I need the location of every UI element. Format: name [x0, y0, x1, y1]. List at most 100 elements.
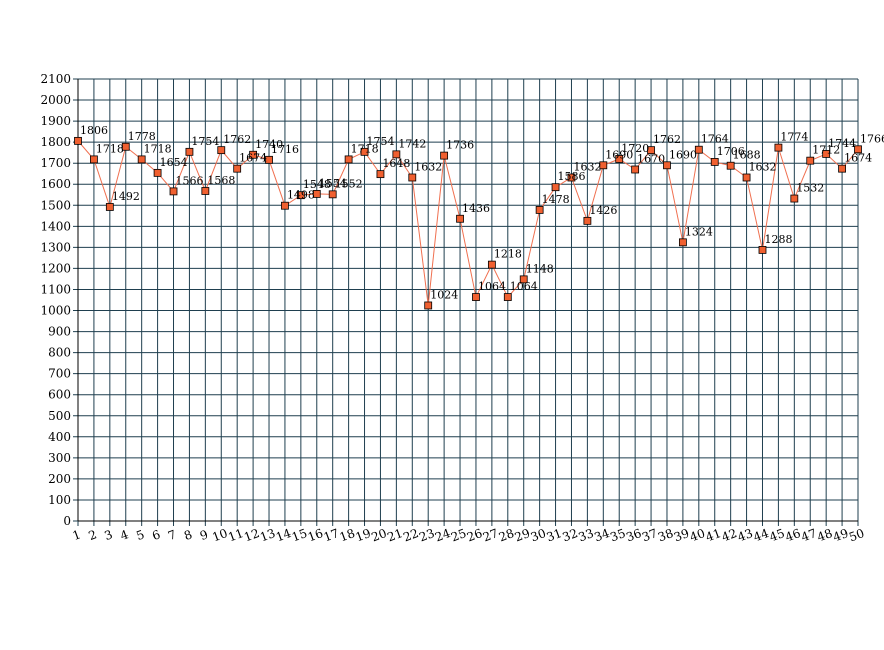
x-tick-label: 1	[71, 527, 83, 543]
data-point	[647, 146, 655, 155]
data-point	[663, 161, 671, 170]
data-point	[631, 165, 640, 174]
data-point	[790, 194, 799, 203]
data-point	[249, 150, 258, 159]
x-tick-label: 38	[656, 526, 675, 544]
x-tick-label: 43	[736, 526, 755, 544]
data-point	[678, 238, 687, 247]
data-point	[710, 158, 719, 166]
x-tick-label: 32	[561, 526, 580, 544]
data-label: 1742	[398, 137, 426, 150]
data-label: 1806	[80, 124, 108, 137]
x-tick-label: 4	[118, 527, 130, 543]
data-label: 1492	[112, 190, 140, 203]
x-tick-label: 25	[449, 526, 468, 544]
x-tick-label: 21	[385, 526, 404, 544]
data-point	[121, 142, 130, 151]
y-tick-label: 2100	[40, 72, 71, 86]
x-tick-label: 23	[417, 526, 436, 544]
x-tick-label: 29	[513, 526, 532, 544]
x-tick-label: 50	[847, 526, 866, 544]
data-label: 1706	[717, 145, 745, 158]
x-tick-label: 14	[274, 526, 293, 545]
data-point	[742, 173, 751, 182]
data-label: 1532	[796, 182, 824, 195]
data-point	[838, 164, 846, 173]
y-tick-label: 1900	[40, 114, 71, 128]
data-label: 1632	[573, 161, 601, 174]
x-tick-label: 40	[688, 526, 707, 544]
y-tick-label: 1100	[40, 282, 71, 296]
data-point	[344, 155, 353, 164]
x-tick-label: 8	[182, 527, 194, 543]
data-label: 1548	[303, 178, 331, 191]
data-label: 1674	[239, 152, 267, 165]
x-tick-label: 24	[433, 526, 452, 545]
data-point	[615, 155, 624, 163]
data-label: 1690	[605, 148, 633, 161]
y-tick-label: 1400	[40, 219, 71, 233]
y-tick-label: 600	[48, 388, 71, 402]
x-tick-label: 47	[799, 526, 818, 544]
x-tick-label: 34	[592, 526, 611, 545]
data-point	[726, 161, 735, 170]
data-markers	[74, 136, 862, 310]
data-point	[74, 136, 82, 145]
x-tick-label: 22	[401, 526, 420, 544]
x-tick-label: 31	[545, 526, 564, 544]
data-label: 1754	[367, 135, 395, 148]
data-point	[487, 260, 496, 269]
data-point	[424, 301, 433, 310]
data-point	[105, 203, 114, 211]
y-tick-label: 1500	[40, 198, 71, 212]
x-tick-label: 48	[815, 526, 834, 544]
data-label: 1716	[271, 143, 299, 156]
x-tick-label: 9	[198, 527, 210, 543]
data-point	[265, 155, 273, 164]
data-label: 1736	[446, 139, 474, 152]
x-tick-label: 2	[87, 527, 99, 543]
x-tick-label: 30	[529, 526, 548, 544]
data-point	[599, 161, 608, 170]
x-tick-label: 18	[338, 526, 357, 544]
x-tick-label: 49	[831, 526, 850, 544]
data-point	[456, 214, 464, 223]
y-tick-label: 800	[48, 346, 71, 360]
data-label: 1670	[637, 153, 665, 166]
data-label: 1762	[653, 133, 681, 146]
data-point	[694, 145, 703, 154]
x-tick-label: 41	[704, 526, 723, 544]
data-label: 1718	[96, 142, 124, 155]
data-point	[567, 173, 576, 182]
data-label: 1720	[621, 142, 649, 155]
data-label: 1568	[207, 174, 235, 187]
data-label: 1632	[749, 161, 777, 174]
data-labels: 1806171814921778171816541566175415681762…	[80, 124, 884, 302]
data-point	[328, 190, 337, 199]
x-tick-label: 44	[752, 526, 771, 545]
x-tick-label: 28	[497, 526, 516, 544]
data-label: 1632	[414, 161, 442, 174]
y-tick-label: 2000	[40, 93, 71, 107]
data-point	[503, 293, 512, 301]
x-tick-label: 42	[720, 526, 739, 544]
data-point	[472, 293, 480, 301]
data-label: 1218	[494, 248, 522, 261]
data-point	[519, 275, 528, 284]
y-tick-label: 200	[48, 472, 71, 486]
data-point	[758, 246, 767, 254]
y-tick-labels: 0 100 200 300 400 500 600 700 800 900 1000 1100 1200…	[40, 72, 71, 528]
data-label: 1554	[319, 177, 347, 190]
data-point	[153, 168, 162, 177]
data-label: 1478	[542, 193, 570, 206]
data-label: 1064	[478, 280, 506, 293]
x-tick-label: 15	[290, 526, 309, 544]
x-tick-label: 5	[134, 527, 146, 543]
data-label: 1718	[144, 142, 172, 155]
x-tick-label: 19	[354, 526, 373, 544]
data-point	[137, 155, 146, 164]
data-label: 1654	[160, 156, 188, 169]
data-point	[822, 150, 831, 158]
data-point	[281, 201, 289, 210]
data-label: 1426	[589, 204, 617, 217]
